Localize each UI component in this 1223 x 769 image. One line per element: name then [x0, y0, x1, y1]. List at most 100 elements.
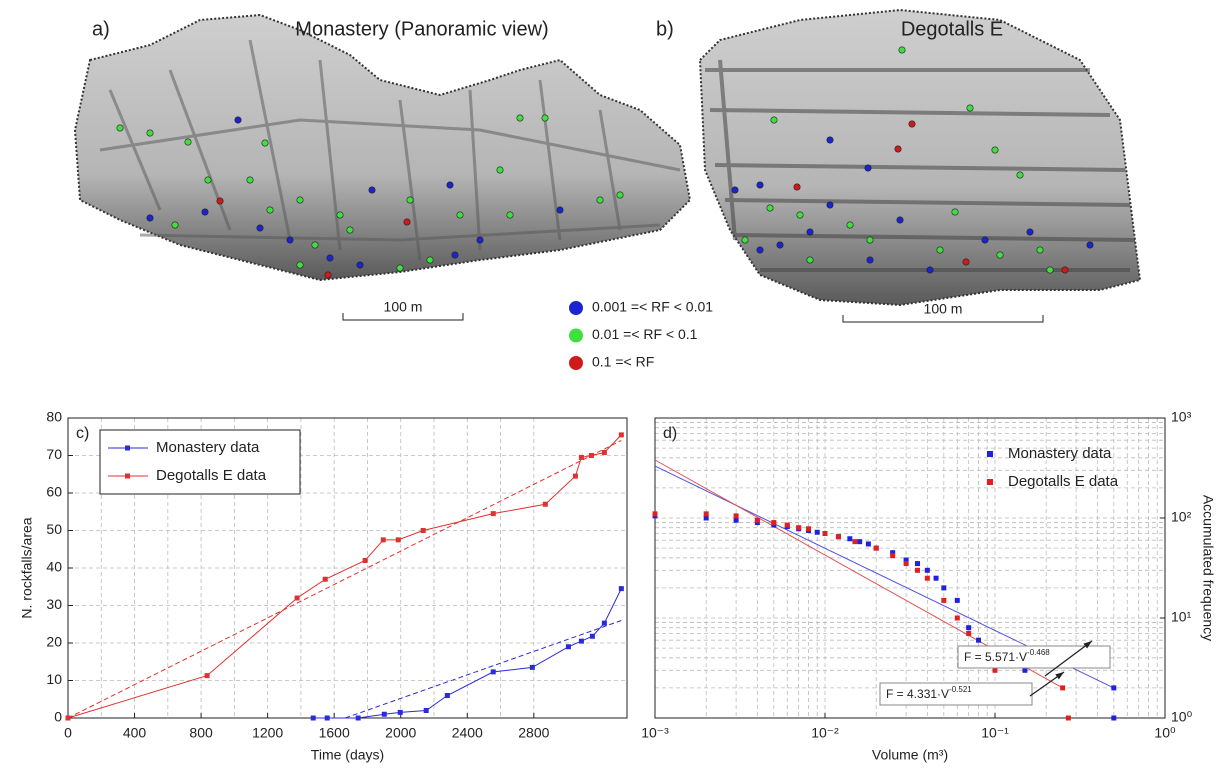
rockfall-dot — [806, 228, 814, 236]
rockfall-dot — [741, 236, 749, 244]
marker — [204, 673, 210, 679]
rockfall-dot — [496, 166, 504, 174]
rockfall-dot — [286, 236, 294, 244]
x-tick-label: 400 — [123, 725, 147, 741]
marker — [914, 567, 920, 573]
x-tick-label: 0 — [64, 725, 72, 741]
rockfall-dot — [216, 197, 224, 205]
marker — [847, 536, 853, 542]
marker — [835, 534, 841, 540]
marker — [490, 511, 496, 517]
texture — [99, 39, 681, 261]
rockfall-dot — [766, 204, 774, 212]
y-tick-label: 10³ — [1171, 409, 1192, 425]
rockfall-dot — [793, 183, 801, 191]
marker — [601, 620, 607, 626]
rockfall-dot — [368, 186, 376, 194]
legend-marker — [125, 473, 130, 479]
marker — [1111, 715, 1117, 721]
rockfall-dot — [346, 226, 354, 234]
marker — [903, 557, 909, 563]
x-tick-label: 800 — [189, 725, 213, 741]
cloud-b — [698, 8, 1142, 307]
marker — [1065, 715, 1071, 721]
panel-letter: b) — [656, 18, 674, 40]
y-axis-label: Accumulated frequency — [1200, 495, 1216, 641]
y-tick-label: 10¹ — [1171, 609, 1192, 625]
axes-frame — [654, 417, 1166, 719]
marker — [490, 669, 496, 675]
marker — [822, 530, 828, 536]
rockfall-dot — [296, 196, 304, 204]
legend-label: Degotalls E data — [156, 467, 267, 484]
y-tick-label: 40 — [46, 559, 62, 575]
x-tick-label: 2400 — [452, 725, 483, 741]
marker — [966, 630, 972, 636]
marker — [941, 597, 947, 603]
x-tick-label: 1200 — [252, 725, 283, 741]
marker — [529, 664, 535, 670]
x-tick-label: 10⁻² — [811, 725, 839, 741]
x-tick-label: 2000 — [385, 725, 416, 741]
rockfall-dot — [456, 211, 464, 219]
rockfall-dot — [356, 261, 364, 269]
point-cloud — [73, 13, 692, 282]
rockfall-dot — [204, 176, 212, 184]
marker — [1060, 685, 1066, 691]
marker — [618, 432, 624, 438]
legend-label: 0.01 =< RF < 0.1 — [592, 326, 698, 342]
panel-title: Monastery (Panoramic view) — [295, 18, 548, 40]
marker — [784, 522, 790, 528]
legend-label: 0.1 =< RF — [592, 354, 654, 370]
rockfall-dot — [776, 241, 784, 249]
marker — [954, 615, 960, 621]
marker — [380, 537, 386, 543]
legend-swatch — [569, 301, 583, 315]
rockfall-dot — [991, 146, 999, 154]
annotation: F = 4.331·V-0.521 — [886, 685, 972, 701]
marker — [954, 597, 960, 603]
rockfall-dot — [256, 224, 264, 232]
rockfall-dot — [476, 236, 484, 244]
rockfall-dot — [846, 221, 854, 229]
legend-label: Degotalls E data — [1008, 473, 1119, 490]
marker — [754, 517, 760, 523]
marker — [857, 539, 863, 545]
marker — [703, 511, 709, 517]
rockfall-dots — [116, 46, 1094, 279]
panel-letter: a) — [92, 18, 110, 40]
annotation-box — [957, 645, 1111, 669]
marker — [924, 575, 930, 581]
rockfall-dot — [234, 116, 242, 124]
marker — [933, 575, 939, 581]
marker — [733, 517, 739, 523]
annotation-text: F = 5.571·V — [964, 650, 1027, 664]
rockfall-dot — [246, 176, 254, 184]
marker — [941, 585, 947, 591]
rockfall-dot — [516, 114, 524, 122]
rockfall-dot — [311, 241, 319, 249]
marker — [852, 539, 858, 545]
marker — [397, 709, 403, 715]
cloud-a — [73, 13, 692, 282]
rockfall-dot — [403, 218, 411, 226]
x-axis-label: Volume (m³) — [872, 747, 948, 763]
legend-swatch — [569, 356, 583, 370]
y-axis-label: N. rockfalls/area — [19, 517, 35, 618]
rockfall-dot — [596, 196, 604, 204]
rockfall-dot — [406, 196, 414, 204]
rockfall-dot — [996, 251, 1004, 259]
rockfall-dot — [451, 251, 459, 259]
rockfall-dot — [326, 254, 334, 262]
annotation-exponent: -0.521 — [949, 685, 972, 694]
legend-swatch — [569, 328, 583, 343]
legend-marker — [987, 479, 993, 485]
marker — [589, 633, 595, 639]
marker — [806, 526, 812, 532]
rockfall-dot — [866, 236, 874, 244]
x-tick-label: 10⁻¹ — [981, 725, 1009, 741]
rockfall-dot — [1026, 228, 1034, 236]
marker — [873, 545, 879, 551]
rockfall-dot — [864, 164, 872, 172]
rockfall-dot — [201, 208, 209, 216]
